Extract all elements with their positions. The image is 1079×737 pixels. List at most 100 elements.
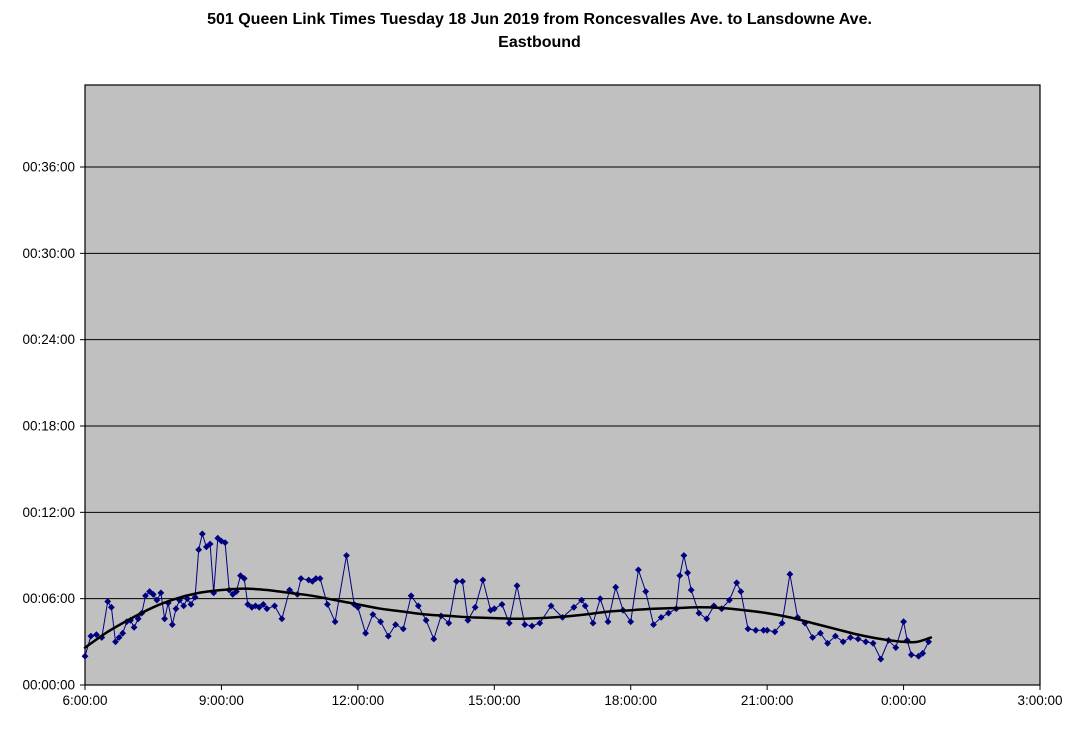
data-point-marker bbox=[87, 632, 95, 640]
data-point-marker bbox=[278, 615, 286, 623]
data-point-marker bbox=[505, 619, 513, 627]
data-point-marker bbox=[384, 632, 392, 640]
data-point-marker bbox=[752, 626, 760, 634]
data-point-marker bbox=[195, 546, 203, 554]
data-point-marker bbox=[703, 615, 711, 623]
data-point-marker bbox=[316, 575, 324, 582]
data-point-marker bbox=[733, 579, 741, 587]
data-point-marker bbox=[771, 628, 779, 636]
data-point-marker bbox=[324, 601, 331, 608]
data-point-marker bbox=[479, 576, 487, 584]
data-point-marker bbox=[168, 621, 176, 628]
x-tick-label: 0:00:00 bbox=[881, 693, 926, 708]
plot-area bbox=[85, 85, 1040, 685]
data-point-marker bbox=[119, 629, 127, 637]
data-point-marker bbox=[149, 591, 157, 598]
x-tick-label: 6:00:00 bbox=[62, 693, 107, 708]
data-point-marker bbox=[93, 631, 100, 638]
data-point-marker bbox=[414, 602, 422, 610]
y-tick-label: 00:00:00 bbox=[22, 678, 75, 693]
data-point-marker bbox=[392, 621, 399, 628]
data-point-marker bbox=[680, 552, 688, 559]
data-point-marker bbox=[869, 639, 877, 647]
data-point-marker bbox=[362, 629, 369, 637]
data-point-marker bbox=[578, 596, 585, 604]
data-point-marker bbox=[81, 652, 89, 660]
data-point-marker bbox=[244, 601, 252, 608]
data-point-marker bbox=[240, 575, 248, 582]
data-point-marker bbox=[847, 634, 854, 641]
data-point-marker bbox=[297, 575, 305, 582]
data-point-marker bbox=[760, 626, 767, 634]
data-point-marker bbox=[907, 651, 915, 659]
data-point-marker bbox=[900, 618, 907, 626]
y-tick-label: 00:24:00 bbox=[22, 332, 75, 347]
data-point-marker bbox=[809, 634, 816, 641]
data-point-marker bbox=[726, 596, 733, 604]
data-point-marker bbox=[657, 614, 665, 621]
data-point-marker bbox=[115, 634, 123, 641]
data-point-marker bbox=[180, 602, 188, 610]
x-tick-label: 3:00:00 bbox=[1017, 693, 1062, 708]
data-point-marker bbox=[824, 639, 831, 647]
data-point-marker bbox=[635, 566, 642, 574]
data-point-marker bbox=[399, 625, 407, 633]
data-point-marker bbox=[839, 638, 847, 646]
data-point-marker bbox=[817, 629, 824, 637]
data-point-marker bbox=[153, 596, 161, 604]
data-point-marker bbox=[490, 605, 498, 613]
data-point-marker bbox=[187, 601, 195, 608]
y-tick-label: 00:30:00 bbox=[22, 246, 75, 261]
data-point-marker bbox=[854, 635, 862, 643]
data-point-marker bbox=[596, 595, 604, 603]
data-point-marker bbox=[206, 540, 214, 548]
data-point-marker bbox=[459, 578, 466, 585]
data-point-marker bbox=[331, 618, 339, 626]
x-tick-label: 12:00:00 bbox=[332, 693, 385, 708]
data-point-marker bbox=[377, 618, 384, 626]
data-point-marker bbox=[612, 583, 620, 591]
y-tick-label: 00:12:00 bbox=[22, 505, 75, 520]
data-point-marker bbox=[108, 603, 115, 611]
data-point-marker bbox=[513, 582, 521, 590]
data-point-marker bbox=[915, 652, 922, 660]
data-point-marker bbox=[581, 602, 589, 610]
data-point-marker bbox=[104, 598, 112, 605]
chart-title-line2: Eastbound bbox=[498, 34, 581, 51]
data-point-marker bbox=[650, 621, 657, 628]
data-point-marker bbox=[877, 655, 885, 663]
trend-line bbox=[83, 587, 933, 649]
data-point-marker bbox=[471, 603, 479, 611]
data-point-marker bbox=[464, 616, 472, 624]
data-point-marker bbox=[422, 616, 430, 624]
data-point-marker bbox=[536, 619, 544, 627]
data-point-marker bbox=[271, 602, 278, 610]
data-point-marker bbox=[198, 530, 206, 538]
x-tick-label: 15:00:00 bbox=[468, 693, 521, 708]
data-point-marker bbox=[786, 570, 794, 578]
data-point-marker bbox=[892, 644, 900, 651]
y-tick-label: 00:18:00 bbox=[22, 419, 75, 434]
data-point-marker bbox=[157, 589, 165, 597]
data-point-marker bbox=[744, 625, 752, 633]
data-point-marker bbox=[589, 619, 597, 627]
y-tick-label: 00:36:00 bbox=[22, 160, 75, 175]
data-point-marker bbox=[498, 601, 506, 608]
plot-border bbox=[84, 84, 1041, 686]
data-point-marker bbox=[369, 611, 377, 618]
x-tick-label: 9:00:00 bbox=[199, 693, 244, 708]
data-point-marker bbox=[191, 593, 199, 601]
data-point-marker bbox=[642, 588, 650, 595]
data-point-marker bbox=[172, 605, 180, 613]
data-point-marker bbox=[453, 578, 460, 585]
data-point-marker bbox=[778, 619, 786, 627]
data-point-marker bbox=[687, 586, 695, 594]
data-point-marker bbox=[161, 615, 168, 623]
data-point-marker bbox=[547, 602, 555, 610]
data-point-marker bbox=[737, 588, 745, 595]
data-point-marker bbox=[862, 638, 870, 646]
data-point-marker bbox=[203, 543, 210, 551]
data-point-marker bbox=[521, 621, 529, 628]
data-point-marker bbox=[218, 537, 225, 545]
